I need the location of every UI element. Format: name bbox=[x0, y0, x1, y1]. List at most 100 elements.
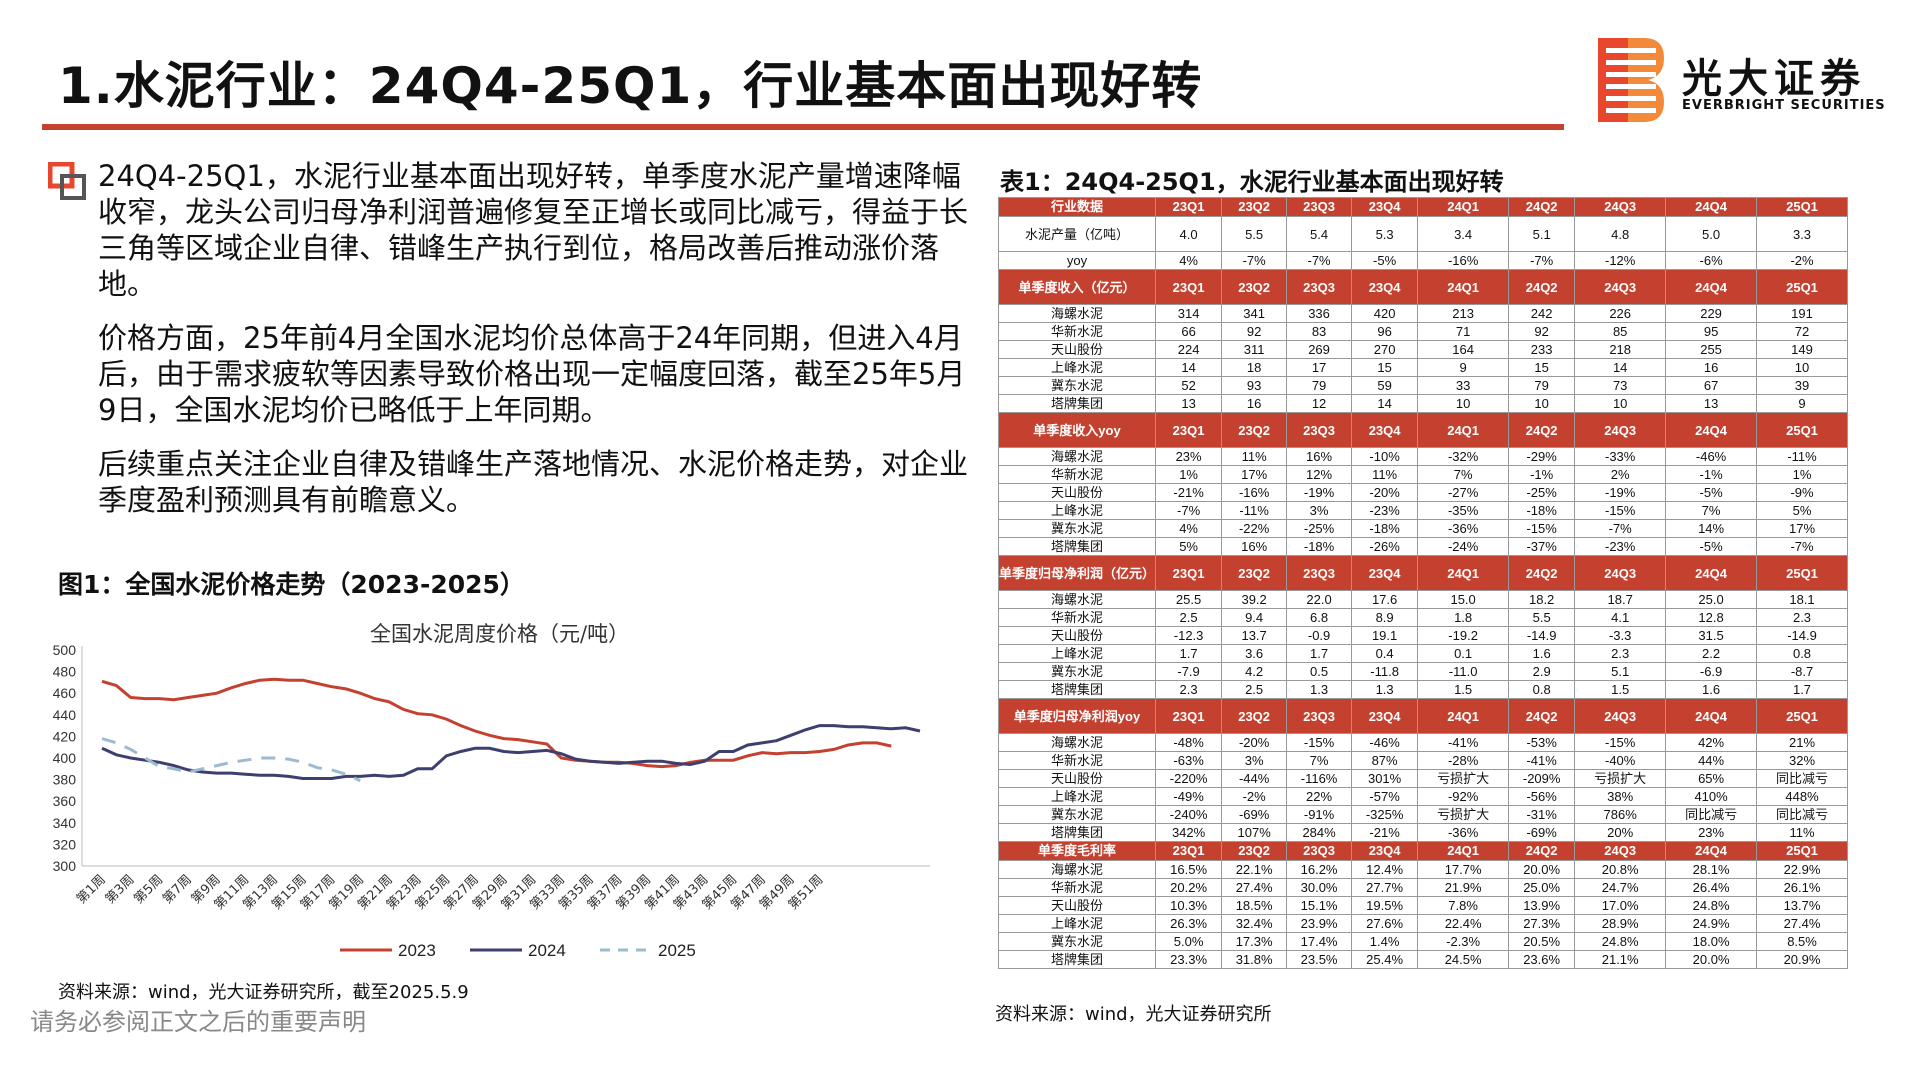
column-header: 23Q1 bbox=[1155, 841, 1223, 861]
logo-chinese-name: 光大证券 bbox=[1682, 56, 1866, 102]
table-cell: 亏损扩大 bbox=[1417, 805, 1510, 824]
column-header: 25Q1 bbox=[1756, 841, 1848, 861]
table-row: 天山股份 -12.3 13.7 -0.9 19.1 -19.2 -14.9 -3.3 31.5-… bbox=[997, 626, 1848, 645]
y-tick-label: 420 bbox=[53, 728, 77, 744]
table-cell: 20.5% bbox=[1508, 932, 1576, 951]
table-cell: 28.9% bbox=[1574, 914, 1667, 933]
everbright-logo-icon bbox=[1598, 38, 1664, 122]
table-cell: -7% bbox=[1574, 519, 1667, 538]
table-cell: 16 bbox=[1221, 394, 1288, 413]
table-cell: 24.8% bbox=[1574, 932, 1667, 951]
table-cell: -24% bbox=[1417, 537, 1510, 556]
table-cell: 12.4% bbox=[1351, 860, 1419, 879]
table-section-header: 单季度归母净利润（亿元） 23Q1 23Q2 23Q3 23Q4 24Q1 24Q2 24Q3… bbox=[997, 555, 1848, 591]
column-header: 23Q1 bbox=[1155, 698, 1223, 734]
table-cell: -1% bbox=[1508, 465, 1576, 484]
table-cell: 1.7 bbox=[1286, 644, 1353, 663]
row-label: 上峰水泥 bbox=[997, 501, 1157, 520]
y-tick-label: 340 bbox=[53, 815, 77, 831]
table-cell: 23% bbox=[1665, 823, 1758, 842]
table-cell: 448% bbox=[1756, 787, 1848, 806]
table-cell: 25.0% bbox=[1508, 878, 1576, 897]
table-cell: 1.7 bbox=[1155, 644, 1223, 663]
table-cell: 1.4% bbox=[1351, 932, 1419, 951]
table-row: 海螺水泥 25.5 39.2 22.0 17.6 15.0 18.2 18.7 25.0 18.1 bbox=[997, 590, 1848, 609]
table-cell: 2.9 bbox=[1508, 662, 1576, 681]
table-cell: 270 bbox=[1351, 340, 1419, 359]
column-header: 25Q1 bbox=[1756, 412, 1848, 448]
table-cell: 1% bbox=[1155, 465, 1223, 484]
table-section-header: 单季度收入yoy 23Q1 23Q2 23Q3 23Q4 24Q1 24Q2 24Q3 24Q4… bbox=[997, 412, 1848, 448]
table-cell: -15% bbox=[1508, 519, 1576, 538]
table-cell: 18.2 bbox=[1508, 590, 1576, 609]
table-cell: 66 bbox=[1155, 322, 1223, 341]
table-cell: -16% bbox=[1221, 483, 1288, 502]
column-header: 23Q1 bbox=[1155, 269, 1223, 305]
legend-label: 2024 bbox=[528, 941, 566, 960]
table-cell: 7.8% bbox=[1417, 896, 1510, 915]
table-cell: 1.3 bbox=[1351, 680, 1419, 699]
table-cell: 52 bbox=[1155, 376, 1223, 395]
table-cell: 24.9% bbox=[1665, 914, 1758, 933]
table-cell: 23% bbox=[1155, 447, 1223, 466]
table-cell: 15.1% bbox=[1286, 896, 1353, 915]
column-header: 23Q4 bbox=[1351, 269, 1419, 305]
paragraph-3: 后续重点关注企业自律及错峰生产落地情况、水泥价格走势，对企业季度盈利预测具有前瞻… bbox=[98, 447, 969, 517]
table-row: 华新水泥 20.2% 27.4% 30.0% 27.7% 21.9% 25.0% 24.7% 2… bbox=[997, 878, 1848, 897]
table-cell: 72 bbox=[1756, 322, 1848, 341]
table-cell: 16 bbox=[1665, 358, 1758, 377]
table-cell: 1% bbox=[1756, 465, 1848, 484]
table-cell: 7% bbox=[1417, 465, 1510, 484]
table-cell: 5.3 bbox=[1351, 216, 1419, 252]
table-cell: 44% bbox=[1665, 751, 1758, 770]
table-cell: 213 bbox=[1417, 304, 1510, 323]
table-cell: 42% bbox=[1665, 733, 1758, 752]
table-cell: 2.5 bbox=[1155, 608, 1223, 627]
table-cell: 24.8% bbox=[1665, 896, 1758, 915]
column-header: 24Q4 bbox=[1665, 555, 1758, 591]
column-header: 24Q2 bbox=[1508, 412, 1576, 448]
table-cell: -5% bbox=[1665, 537, 1758, 556]
column-header: 24Q1 bbox=[1417, 698, 1510, 734]
table-cell: 17% bbox=[1756, 519, 1848, 538]
column-header: 24Q1 bbox=[1417, 412, 1510, 448]
table-cell: 18.7 bbox=[1574, 590, 1667, 609]
y-tick-label: 320 bbox=[53, 836, 77, 852]
table-cell: -36% bbox=[1417, 519, 1510, 538]
table-cell: 17.3% bbox=[1221, 932, 1288, 951]
column-header: 25Q1 bbox=[1756, 555, 1848, 591]
y-tick-label: 480 bbox=[53, 664, 77, 680]
table-cell: 16.5% bbox=[1155, 860, 1223, 879]
table-cell: 39.2 bbox=[1221, 590, 1288, 609]
table-cell: -23% bbox=[1574, 537, 1667, 556]
table-cell: 25.5 bbox=[1155, 590, 1223, 609]
table-cell: 79 bbox=[1286, 376, 1353, 395]
table-cell: -5% bbox=[1351, 251, 1419, 270]
table-section-header: 行业数据 23Q1 23Q2 23Q3 23Q4 24Q1 24Q2 24Q3 24Q4 25Q1 bbox=[997, 197, 1848, 217]
row-label: 海螺水泥 bbox=[997, 860, 1157, 879]
table-cell: -7% bbox=[1221, 251, 1288, 270]
table-cell: 31.5 bbox=[1665, 626, 1758, 645]
table-cell: 16.2% bbox=[1286, 860, 1353, 879]
column-header: 24Q1 bbox=[1417, 197, 1510, 217]
table-cell: -20% bbox=[1221, 733, 1288, 752]
table-cell: 23.3% bbox=[1155, 950, 1223, 969]
table-cell: 3.4 bbox=[1417, 216, 1510, 252]
row-label: 冀东水泥 bbox=[997, 519, 1157, 538]
table-cell: 13.7% bbox=[1756, 896, 1848, 915]
column-header: 23Q4 bbox=[1351, 555, 1419, 591]
table-row: 冀东水泥 4% -22% -25% -18% -36% -15% -7% 14% 17% bbox=[997, 519, 1848, 538]
table-cell: -23% bbox=[1351, 501, 1419, 520]
table-cell: 4.1 bbox=[1574, 608, 1667, 627]
table-cell: 92 bbox=[1508, 322, 1576, 341]
table-cell: 83 bbox=[1286, 322, 1353, 341]
table-cell: -53% bbox=[1508, 733, 1576, 752]
table-cell: 18 bbox=[1221, 358, 1288, 377]
table-cell: 410% bbox=[1665, 787, 1758, 806]
table-cell: 65% bbox=[1665, 769, 1758, 788]
paragraph-2: 价格方面，25年前4月全国水泥均价总体高于24年同期，但进入4月后，由于需求疲软… bbox=[98, 321, 966, 427]
page-title: 1.水泥行业：24Q4-25Q1，行业基本面出现好转 bbox=[58, 57, 1203, 115]
table-cell: 6.8 bbox=[1286, 608, 1353, 627]
table-cell: -18% bbox=[1508, 501, 1576, 520]
table-cell: 11% bbox=[1221, 447, 1288, 466]
